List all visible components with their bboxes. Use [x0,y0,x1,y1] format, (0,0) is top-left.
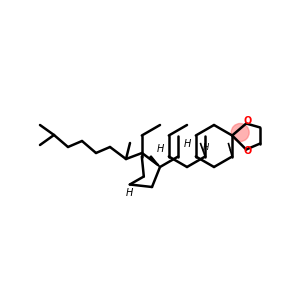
Text: H: H [126,188,134,197]
Text: H: H [183,139,191,149]
Text: H: H [203,143,209,152]
Text: O: O [243,116,251,127]
Text: H: H [156,144,164,154]
Circle shape [231,124,249,142]
Polygon shape [149,156,160,167]
Text: O: O [243,146,251,157]
